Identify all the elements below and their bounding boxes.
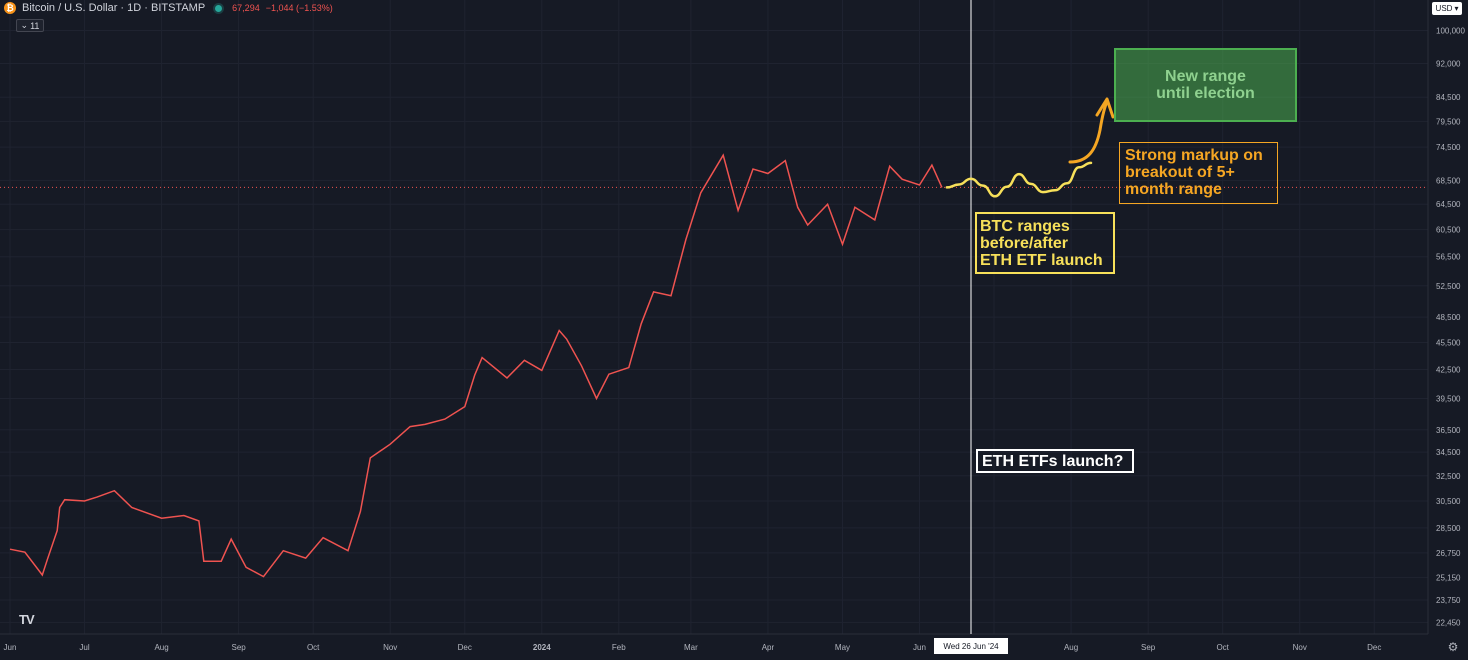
green-box-line-1: New range xyxy=(1165,68,1246,85)
y-tick-label: 34,500 xyxy=(1436,448,1461,457)
x-tick-label: Jun xyxy=(4,643,17,652)
btc-ranges-line-3: ETH ETF launch xyxy=(980,252,1103,269)
y-tick-label: 74,500 xyxy=(1436,143,1461,152)
symbol-title[interactable]: Bitcoin / U.S. Dollar · 1D · BITSTAMP xyxy=(22,2,206,14)
btc-ranges-note: BTC ranges before/after ETH ETF launch xyxy=(975,212,1115,274)
chevron-down-icon: ⌄ xyxy=(20,20,29,30)
market-status-icon xyxy=(215,4,223,12)
x-tick-label: Oct xyxy=(307,643,320,652)
indicators-toggle-button[interactable]: ⌄ 11 xyxy=(16,19,44,32)
x-tick-label: Oct xyxy=(1216,643,1229,652)
green-box-line-2: until election xyxy=(1156,85,1255,102)
bitcoin-icon: ₿ xyxy=(4,2,16,14)
y-tick-label: 23,750 xyxy=(1436,596,1461,605)
y-tick-label: 26,750 xyxy=(1436,549,1461,558)
y-tick-label: 60,500 xyxy=(1436,226,1461,235)
currency-selector[interactable]: USD ▾ xyxy=(1432,2,1462,15)
x-tick-label: Jun xyxy=(913,643,926,652)
x-tick-label: Nov xyxy=(383,643,397,652)
y-tick-label: 100,000 xyxy=(1436,26,1465,35)
markup-arrowhead xyxy=(1095,97,1115,119)
y-tick-label: 92,000 xyxy=(1436,60,1461,69)
markup-note-line-2: breakout of 5+ xyxy=(1125,164,1235,181)
x-tick-label: Dec xyxy=(458,643,472,652)
x-tick-label: 2024 xyxy=(533,643,551,652)
indicators-count: 11 xyxy=(30,20,40,31)
tradingview-logo-text: TV xyxy=(19,612,35,627)
markup-note-line-3: month range xyxy=(1125,181,1222,198)
time-axis: Jun Jul Aug Sep Oct Nov Dec 2024 Feb Mar Apr May Jun… xyxy=(4,643,1382,652)
y-tick-label: 36,500 xyxy=(1436,426,1461,435)
chart-grid xyxy=(0,0,1428,634)
y-tick-label: 52,500 xyxy=(1436,282,1461,291)
y-tick-label: 56,500 xyxy=(1436,253,1461,262)
y-tick-label: 68,500 xyxy=(1436,176,1461,185)
x-tick-label: Feb xyxy=(612,643,626,652)
y-tick-label: 84,500 xyxy=(1436,93,1461,102)
currency-label: USD xyxy=(1435,4,1453,13)
eth-launch-note: ETH ETFs launch? xyxy=(976,449,1134,473)
x-tick-label: Jul xyxy=(79,643,89,652)
y-tick-label: 48,500 xyxy=(1436,313,1461,322)
btc-ranges-line-2: before/after xyxy=(980,235,1069,252)
green-range-box: New range until election xyxy=(1114,48,1297,122)
x-tick-label: Mar xyxy=(684,643,698,652)
y-tick-label: 28,500 xyxy=(1436,524,1461,533)
x-tick-label: Dec xyxy=(1367,643,1381,652)
y-tick-label: 64,500 xyxy=(1436,200,1461,209)
y-tick-label: 45,500 xyxy=(1436,338,1461,347)
price-line xyxy=(9,153,943,578)
x-tick-label: Aug xyxy=(1064,643,1078,652)
x-tick-label: Apr xyxy=(762,643,775,652)
header-change: −1,044 (−1.53%) xyxy=(265,3,333,13)
y-tick-label: 22,450 xyxy=(1436,618,1461,627)
x-tick-label: Sep xyxy=(1141,643,1156,652)
btc-ranges-line-1: BTC ranges xyxy=(980,218,1070,235)
crosshair-date-label: Wed 26 Jun '24 xyxy=(934,638,1008,654)
symbol-header[interactable]: ₿ Bitcoin / U.S. Dollar · 1D · BITSTAMP … xyxy=(4,2,333,14)
y-tick-label: 79,500 xyxy=(1436,117,1461,126)
markup-note: Strong markup on breakout of 5+ month ra… xyxy=(1119,142,1278,204)
eth-launch-text: ETH ETFs launch? xyxy=(982,453,1124,470)
settings-icon[interactable]: ⚙ xyxy=(1447,640,1459,654)
y-tick-label: 42,500 xyxy=(1436,366,1461,375)
y-tick-label: 25,150 xyxy=(1436,573,1461,582)
markup-arrow xyxy=(1068,100,1109,164)
y-tick-label: 30,500 xyxy=(1436,497,1461,506)
y-tick-label: 39,500 xyxy=(1436,395,1461,404)
x-tick-label: May xyxy=(835,643,850,652)
tradingview-logo[interactable]: TV xyxy=(19,612,35,627)
price-axis: 100,000 92,000 84,500 79,500 74,500 68,500 64,… xyxy=(1436,26,1465,627)
projection-curve xyxy=(945,161,1093,198)
x-tick-label: Nov xyxy=(1293,643,1307,652)
markup-note-line-1: Strong markup on xyxy=(1125,147,1263,164)
header-price: 67,294 xyxy=(232,3,260,13)
y-tick-label: 32,500 xyxy=(1436,472,1461,481)
chevron-down-icon: ▾ xyxy=(1454,4,1459,13)
x-tick-label: Aug xyxy=(154,643,168,652)
x-tick-label: Sep xyxy=(232,643,247,652)
